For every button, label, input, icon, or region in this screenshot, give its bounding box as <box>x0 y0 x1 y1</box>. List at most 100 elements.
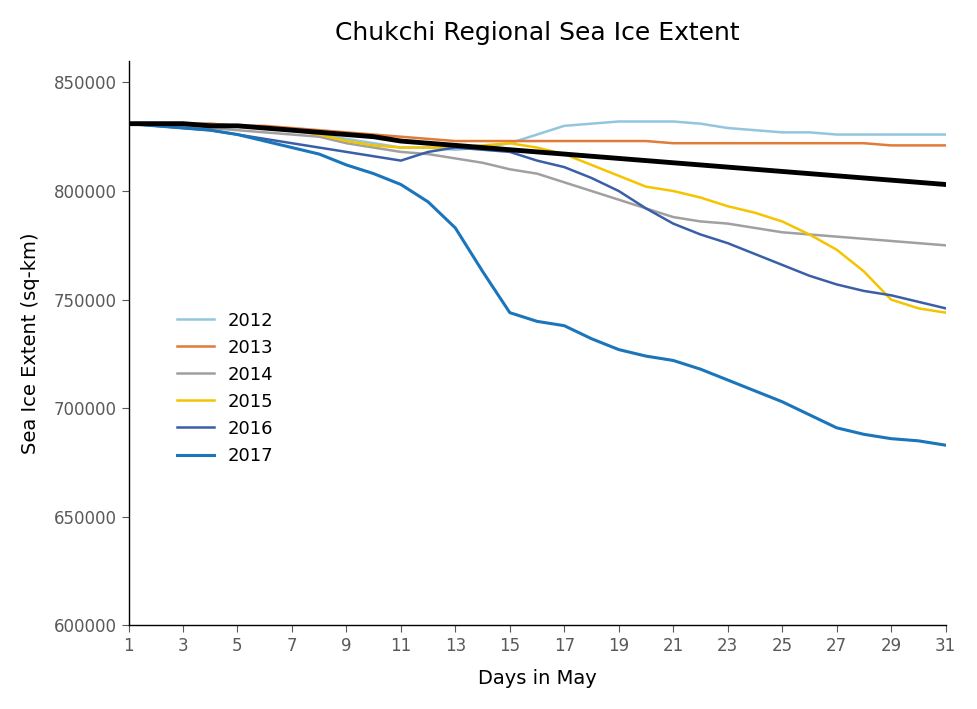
2017 <box>830 423 842 432</box>
2014 <box>395 147 406 156</box>
2016 <box>204 126 216 135</box>
2015 <box>913 304 924 313</box>
2017 <box>449 223 461 232</box>
2016 <box>749 250 761 258</box>
2015 <box>531 143 543 152</box>
2016 <box>777 261 788 269</box>
2015 <box>314 130 325 139</box>
2017 <box>531 317 543 325</box>
2016 <box>640 204 652 213</box>
2015 <box>449 143 461 152</box>
2012 <box>232 121 243 130</box>
2016 <box>177 124 189 133</box>
2013 <box>177 119 189 128</box>
2015 <box>286 126 298 135</box>
2015 <box>422 143 434 152</box>
2017 <box>341 161 353 169</box>
2015 <box>477 141 488 150</box>
2015 <box>940 308 952 317</box>
2016 <box>559 163 571 172</box>
2012 <box>803 128 815 137</box>
2017 <box>640 352 652 360</box>
2016 <box>585 174 597 182</box>
2012 <box>149 119 161 128</box>
2017 <box>314 150 325 158</box>
2016 <box>695 230 706 239</box>
2013 <box>640 137 652 145</box>
2014 <box>149 119 161 128</box>
2016 <box>477 145 488 154</box>
2014 <box>531 169 543 178</box>
2012 <box>477 143 488 152</box>
2014 <box>504 165 516 174</box>
2016 <box>940 304 952 313</box>
2017 <box>913 437 924 445</box>
2013 <box>477 137 488 145</box>
Line: 2012: 2012 <box>129 121 946 150</box>
2015 <box>885 296 897 304</box>
2017 <box>613 345 624 354</box>
2013 <box>123 119 135 128</box>
2016 <box>395 157 406 165</box>
2015 <box>232 121 243 130</box>
2017 <box>559 321 571 330</box>
2013 <box>749 139 761 147</box>
2012 <box>695 119 706 128</box>
2017 <box>722 376 734 384</box>
2012 <box>940 130 952 139</box>
2013 <box>259 121 271 130</box>
Line: 2016: 2016 <box>129 123 946 308</box>
2013 <box>722 139 734 147</box>
2016 <box>449 143 461 152</box>
2014 <box>177 121 189 130</box>
2015 <box>640 182 652 191</box>
2013 <box>504 137 516 145</box>
2017 <box>395 180 406 189</box>
2016 <box>341 147 353 156</box>
2012 <box>531 130 543 139</box>
2015 <box>204 121 216 130</box>
2014 <box>559 178 571 186</box>
2012 <box>777 128 788 137</box>
2013 <box>531 137 543 145</box>
2016 <box>858 286 870 295</box>
2016 <box>830 280 842 289</box>
2013 <box>286 124 298 133</box>
2016 <box>913 298 924 306</box>
2015 <box>613 172 624 180</box>
2017 <box>367 169 379 178</box>
2016 <box>286 139 298 147</box>
2012 <box>422 143 434 152</box>
Line: 2014: 2014 <box>129 123 946 245</box>
2016 <box>314 143 325 152</box>
2016 <box>259 135 271 143</box>
2012 <box>504 139 516 147</box>
2016 <box>722 239 734 247</box>
2013 <box>885 141 897 150</box>
2017 <box>803 411 815 419</box>
2014 <box>722 219 734 228</box>
2015 <box>259 124 271 133</box>
Line: 2013: 2013 <box>129 123 946 145</box>
2014 <box>777 228 788 237</box>
2016 <box>422 147 434 156</box>
2016 <box>531 157 543 165</box>
2012 <box>123 119 135 128</box>
2014 <box>367 143 379 152</box>
2016 <box>885 291 897 299</box>
2013 <box>695 139 706 147</box>
2014 <box>913 239 924 247</box>
2014 <box>341 139 353 147</box>
2016 <box>667 219 679 228</box>
X-axis label: Days in May: Days in May <box>478 669 596 688</box>
2016 <box>504 147 516 156</box>
2012 <box>830 130 842 139</box>
2014 <box>940 241 952 250</box>
2015 <box>559 150 571 158</box>
2015 <box>585 161 597 169</box>
2017 <box>204 126 216 135</box>
2016 <box>613 186 624 195</box>
2012 <box>314 130 325 139</box>
2013 <box>149 119 161 128</box>
2013 <box>395 133 406 141</box>
